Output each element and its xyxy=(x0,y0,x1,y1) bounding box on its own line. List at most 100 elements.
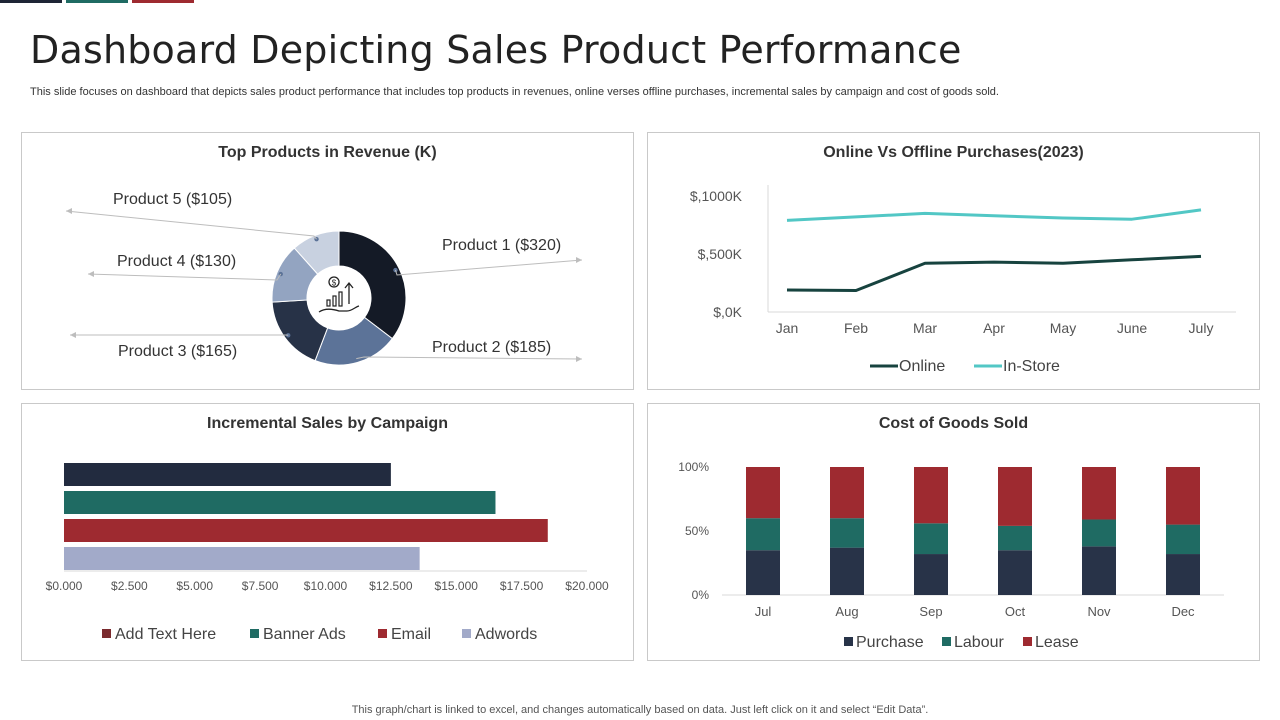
legend-swatch-lease xyxy=(1023,637,1032,646)
stack-purchase-aug xyxy=(830,547,864,595)
icon-dollar: $ xyxy=(332,279,337,288)
bar-add-text-here xyxy=(64,463,391,486)
x-tick-label-jul: Jul xyxy=(755,604,772,619)
leader-dot-product-2 xyxy=(354,356,359,361)
leader-arrow-product-5 xyxy=(66,208,72,214)
leader-line-product-1 xyxy=(394,259,583,276)
slice-label-product-4: Product 4 ($130) xyxy=(117,253,236,270)
series-line-in-store xyxy=(786,208,1202,222)
icon-bar-3 xyxy=(338,291,343,307)
cost-of-goods-title: Cost of Goods Sold xyxy=(878,415,1029,432)
x-tick-label-sep: Sep xyxy=(919,604,942,619)
stack-lease-nov xyxy=(1082,467,1116,520)
x-tick-label-mar: Mar xyxy=(913,320,937,336)
cost-of-goods-panel[interactable]: Cost of Goods Sold 0% 50% 100% Jul Aug Sep Oct… xyxy=(647,403,1260,661)
legend-swatch-email xyxy=(378,629,387,638)
page-title: Dashboard Depicting Sales Product Perfor… xyxy=(30,28,962,72)
online-offline-line-chart[interactable]: $,0K $,500K $,1000K Jan Feb Mar Apr May June July… xyxy=(648,133,1259,389)
accent-bar-navy xyxy=(0,0,62,3)
stack-labour-jul xyxy=(746,518,780,551)
legend-label-in-store: In-Store xyxy=(1003,358,1060,375)
icon-bar-1 xyxy=(326,299,331,307)
stack-purchase-nov xyxy=(1082,546,1116,595)
legend-swatch-labour xyxy=(942,637,951,646)
leader-line-product-5 xyxy=(65,210,317,240)
leader-arrow-product-2 xyxy=(576,356,582,362)
leader-arrow-product-4 xyxy=(88,271,94,277)
stack-purchase-jul xyxy=(746,550,780,595)
x-tick-label-oct: Oct xyxy=(1005,604,1026,619)
legend-label-lease: Lease xyxy=(1035,634,1079,651)
online-offline-panel[interactable]: Online Vs Offline Purchases(2023) $,0K $,… xyxy=(647,132,1260,390)
legend-label-purchase: Purchase xyxy=(856,634,924,651)
leader-line-product-4 xyxy=(87,273,282,281)
stack-purchase-oct xyxy=(998,550,1032,595)
y-tick-label-500: $,500K xyxy=(698,246,743,262)
stack-labour-nov xyxy=(1082,519,1116,547)
stack-lease-oct xyxy=(998,467,1032,526)
incremental-sales-title: Incremental Sales by Campaign xyxy=(207,415,448,432)
top-products-panel[interactable]: Top Products in Revenue (K) Product 1 ($… xyxy=(21,132,634,390)
x-tick-label-20000: $20.000 xyxy=(565,579,609,593)
money-growth-icon: $ xyxy=(309,268,369,328)
legend-swatch-add-text-here xyxy=(102,629,111,638)
top-products-title: Top Products in Revenue (K) xyxy=(218,144,437,161)
leader-arrow-product-1 xyxy=(576,257,582,263)
x-tick-label-aug: Aug xyxy=(835,604,858,619)
incremental-sales-bar-chart[interactable]: $0.000 $2.500 $5.000 $7.500 $10.000 $12.500 $1… xyxy=(22,404,633,660)
stack-lease-jul xyxy=(746,467,780,519)
legend-label-email: Email xyxy=(391,626,431,643)
legend-label-banner-ads: Banner Ads xyxy=(263,626,346,643)
stack-labour-sep xyxy=(914,523,948,555)
stack-labour-oct xyxy=(998,525,1032,551)
x-tick-label-5000: $5.000 xyxy=(176,579,213,593)
x-tick-label-10000: $10.000 xyxy=(304,579,348,593)
slice-label-product-3: Product 3 ($165) xyxy=(118,343,237,360)
leader-dot-product-1 xyxy=(393,267,398,273)
x-tick-label-june: June xyxy=(1117,320,1148,336)
leader-line-product-2 xyxy=(356,356,583,360)
legend-label-add-text-here: Add Text Here xyxy=(115,626,216,643)
stack-lease-dec xyxy=(1166,467,1200,525)
donut-slice-product-1 xyxy=(338,230,407,340)
accent-bar-red xyxy=(132,0,194,3)
accent-bar-teal xyxy=(66,0,128,3)
legend-label-online: Online xyxy=(899,358,945,375)
icon-bar-2 xyxy=(332,295,337,307)
x-tick-label-apr: Apr xyxy=(983,320,1005,336)
slice-label-product-2: Product 2 ($185) xyxy=(432,339,551,356)
stack-lease-aug xyxy=(830,467,864,519)
donut-slice-product-5 xyxy=(293,230,340,275)
slice-label-product-5: Product 5 ($105) xyxy=(113,191,232,208)
stack-lease-sep xyxy=(914,467,948,524)
y-tick-label-100: 100% xyxy=(678,460,709,474)
stack-labour-dec xyxy=(1166,524,1200,555)
incremental-sales-panel[interactable]: Incremental Sales by Campaign $0.000 $2.5… xyxy=(21,403,634,661)
legend-swatch-purchase xyxy=(844,637,853,646)
stack-purchase-sep xyxy=(914,554,948,595)
slice-label-product-1: Product 1 ($320) xyxy=(442,237,561,254)
y-tick-label-1000: $,1000K xyxy=(690,188,743,204)
x-tick-label-july: July xyxy=(1189,320,1214,336)
stack-purchase-dec xyxy=(1166,554,1200,595)
legend-swatch-adwords xyxy=(462,629,471,638)
footer-note: This graph/chart is linked to excel, and… xyxy=(351,704,929,716)
x-tick-label-7500: $7.500 xyxy=(242,579,279,593)
icon-hand xyxy=(318,305,360,313)
icon-coin xyxy=(328,276,340,288)
bar-banner-ads xyxy=(64,491,496,514)
online-offline-title: Online Vs Offline Purchases(2023) xyxy=(823,144,1084,161)
cost-of-goods-stacked-chart[interactable]: 0% 50% 100% Jul Aug Sep Oct Nov Dec Purchase Labou… xyxy=(648,404,1259,660)
y-tick-label-0: 0% xyxy=(692,588,710,602)
bar-adwords xyxy=(64,547,420,570)
legend-label-adwords: Adwords xyxy=(475,626,537,643)
x-tick-label-2500: $2.500 xyxy=(111,579,148,593)
top-products-donut-chart[interactable]: Product 1 ($320) Product 2 ($185) Product … xyxy=(22,133,633,389)
x-tick-label-may: May xyxy=(1050,320,1076,336)
x-tick-label-jan: Jan xyxy=(776,320,799,336)
legend-swatch-banner-ads xyxy=(250,629,259,638)
x-tick-label-dec: Dec xyxy=(1171,604,1195,619)
leader-arrow-product-3 xyxy=(70,332,76,338)
x-tick-label-0: $0.000 xyxy=(46,579,83,593)
legend-label-labour: Labour xyxy=(954,634,1004,651)
